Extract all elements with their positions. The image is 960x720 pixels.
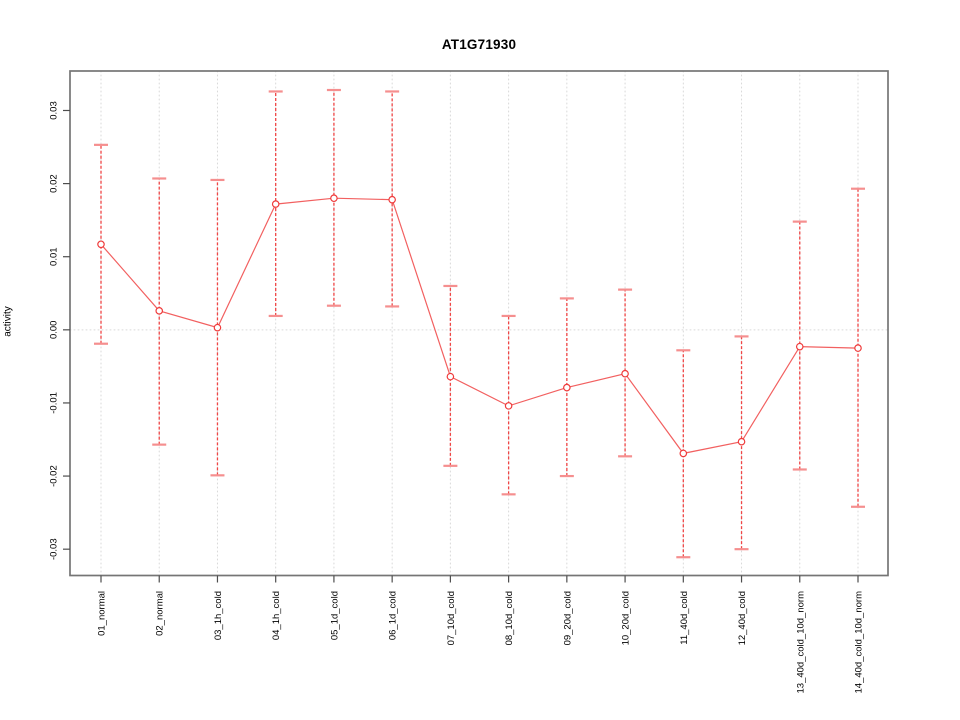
x-tick-label: 14_40d_cold_10d_norm [854,591,865,694]
x-tick-label: 08_10d_cold [504,591,515,645]
x-tick-label: 03_1h_cold [213,591,224,640]
x-tick-label: 05_1d_cold [329,591,340,640]
data-point [271,200,280,208]
x-tick-label: 11_40d_cold [679,591,690,645]
data-point [155,307,164,315]
y-tick-label: -0.03 [49,538,60,560]
x-tick-label: 13_40d_cold_10d_norm [795,591,806,694]
x-tick-label: 04_1h_cold [271,591,282,640]
y-tick-label: 0.03 [49,101,60,120]
data-point [504,402,513,410]
y-tick-label: -0.02 [49,465,60,487]
data-point [330,194,338,203]
x-tick-label: 02_normal [155,591,166,636]
plot-box [69,70,889,577]
data-point [97,240,105,249]
y-tick-label: -0.01 [49,392,60,414]
y-tick-label: 0.00 [49,321,60,340]
y-tick-label: 0.02 [49,174,60,193]
y-tick-label: 0.01 [49,247,60,266]
data-point [679,449,688,458]
x-tick-label: 07_10d_cold [446,591,457,645]
chart-title: AT1G71930 [441,37,517,52]
data-point [621,369,629,378]
series-line [100,197,859,455]
data-point [446,372,455,381]
data-point [563,383,571,392]
x-tick-label: 01_normal [97,591,108,636]
data-point [388,195,396,204]
data-point [854,344,862,352]
x-tick-label: 10_20d_cold [621,591,632,645]
x-tick-label: 09_20d_cold [562,591,573,645]
x-tick-label: 06_1d_cold [388,591,399,640]
data-point [795,342,804,351]
x-tick-label: 12_40d_cold [737,591,748,645]
data-point [737,437,746,446]
data-point [213,323,222,332]
